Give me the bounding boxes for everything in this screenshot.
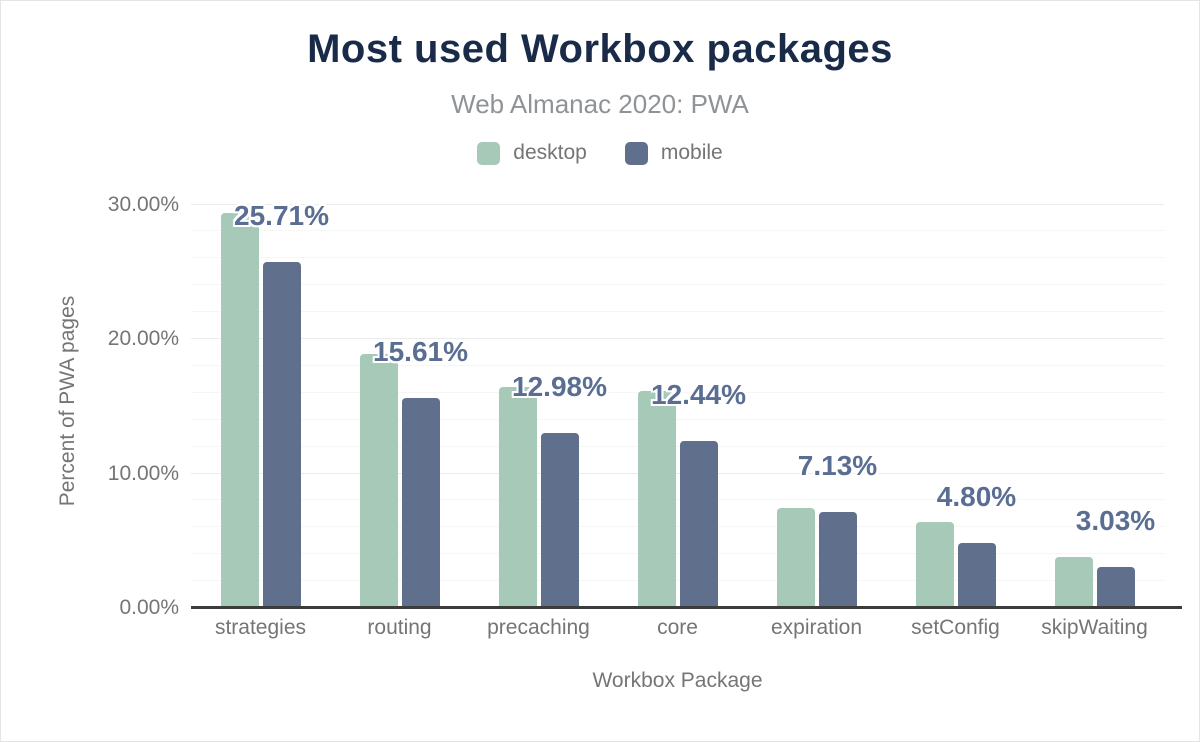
bar-group-precaching: 12.98% — [473, 183, 607, 608]
major-gridline — [191, 472, 1164, 474]
mobile-bar-core[interactable] — [679, 440, 718, 608]
bar-pair — [1029, 556, 1161, 608]
annotation-label-core: 12.44% — [651, 378, 746, 410]
desktop-bar-strategies[interactable] — [220, 212, 259, 608]
x-tick-label-routing: routing — [367, 616, 432, 639]
legend: desktop mobile — [1, 141, 1199, 165]
mobile-bar-skipWaiting[interactable] — [1096, 567, 1135, 608]
x-tick-label-expiration: expiration — [770, 616, 863, 639]
annotation-label-precaching: 12.98% — [512, 371, 607, 403]
desktop-bar-expiration[interactable] — [776, 508, 815, 608]
bar-group-strategies: 25.71% — [195, 183, 329, 608]
bar-group-setConfig: 4.80% — [890, 183, 1022, 608]
desktop-bar-core[interactable] — [637, 391, 676, 608]
x-tick-label-setConfig: setConfig — [911, 616, 1000, 639]
minor-gridline — [191, 445, 1164, 447]
minor-gridline — [191, 553, 1164, 555]
annotation-label-setConfig: 4.80% — [936, 481, 1017, 513]
minor-gridline — [191, 418, 1164, 420]
annotation-label-expiration: 7.13% — [797, 450, 878, 482]
y-tick-label: 10.00% — [107, 461, 179, 485]
bar-group-skipWaiting: 3.03% — [1029, 183, 1161, 608]
minor-gridline — [191, 284, 1164, 286]
minor-gridline — [191, 311, 1164, 313]
minor-gridline — [191, 391, 1164, 393]
x-tick-label-precaching: precaching — [487, 616, 590, 639]
desktop-bar-skipWaiting[interactable] — [1054, 556, 1093, 608]
x-tick-label-skipWaiting: skipWaiting — [1041, 616, 1148, 639]
annotation-label-skipWaiting: 3.03% — [1075, 505, 1156, 537]
plot-area: 25.71% 15.61% 12.98% 12.44% 7.13% 4.80% 3.03% — [191, 183, 1182, 609]
y-tick-label: 20.00% — [107, 327, 179, 350]
chart-subtitle: Web Almanac 2020: PWA — [451, 89, 749, 119]
bar-group-expiration: 7.13% — [751, 183, 883, 608]
x-tick-label-core: core — [657, 616, 698, 639]
desktop-bar-precaching[interactable] — [498, 387, 537, 608]
mobile-bar-routing[interactable] — [401, 398, 440, 608]
bar-pair — [473, 387, 605, 608]
mobile-swatch-icon — [624, 141, 648, 165]
x-tick-label-strategies: strategies — [214, 616, 307, 639]
legend-label-desktop: desktop — [513, 141, 587, 164]
annotation-label-routing: 15.61% — [373, 336, 468, 368]
x-axis-line — [191, 606, 1182, 609]
legend-item-mobile[interactable]: mobile — [624, 141, 723, 165]
minor-gridline — [191, 364, 1164, 366]
y-tick-label: 0.00% — [119, 596, 179, 619]
y-axis-tick-labels: 0.00% 10.00% 20.00% 30.00% — [1, 183, 179, 620]
bar-pair — [334, 353, 466, 608]
desktop-swatch-icon — [477, 141, 501, 165]
minor-gridline — [191, 526, 1164, 528]
bar-pair — [890, 521, 1022, 608]
bar-pair — [751, 508, 883, 608]
y-tick-label: 30.00% — [107, 192, 179, 216]
legend-label-mobile: mobile — [660, 141, 723, 164]
minor-gridline — [191, 499, 1164, 501]
bar-group-core: 12.44% — [612, 183, 746, 608]
desktop-bar-setConfig[interactable] — [915, 521, 954, 608]
x-axis-tick-labels: strategies routing precaching core expiratio… — [191, 616, 1164, 640]
minor-gridline — [191, 230, 1164, 232]
bar-pair — [612, 391, 744, 608]
major-gridline — [191, 203, 1164, 205]
x-axis-title: Workbox Package — [592, 669, 763, 692]
bar-pair — [195, 212, 327, 608]
bar-groups: 25.71% 15.61% 12.98% 12.44% 7.13% 4.80% 3.03% — [191, 183, 1164, 608]
bar-group-routing: 15.61% — [334, 183, 468, 608]
minor-gridline — [191, 580, 1164, 582]
legend-item-desktop[interactable]: desktop — [477, 141, 587, 165]
major-gridline — [191, 338, 1164, 339]
desktop-bar-routing[interactable] — [359, 353, 398, 608]
minor-gridline — [191, 257, 1164, 259]
mobile-bar-precaching[interactable] — [540, 433, 579, 608]
mobile-bar-expiration[interactable] — [818, 512, 857, 608]
chart-title: Most used Workbox packages — [307, 27, 893, 71]
mobile-bar-setConfig[interactable] — [957, 543, 996, 608]
mobile-bar-strategies[interactable] — [262, 262, 301, 608]
annotation-label-strategies: 25.71% — [234, 200, 329, 232]
